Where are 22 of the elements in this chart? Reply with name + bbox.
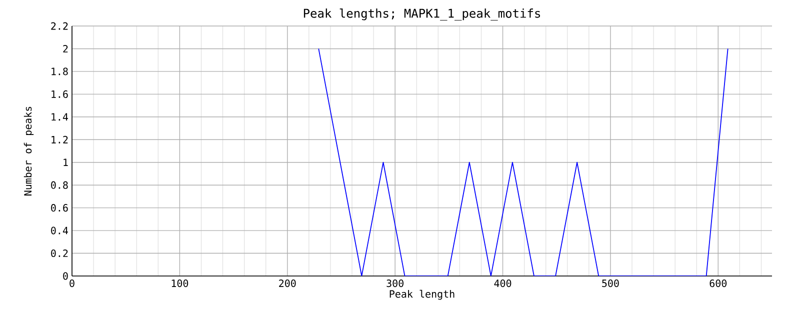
y-tick-label: 0.4 xyxy=(51,226,68,234)
y-tick-label: 0.8 xyxy=(51,181,68,189)
x-tick-label: 300 xyxy=(386,280,404,288)
y-tick-label: 0.2 xyxy=(51,249,68,258)
x-tick-label: 600 xyxy=(710,280,727,288)
x-tick-label: 500 xyxy=(602,280,619,288)
y-tick-label: 2 xyxy=(63,45,68,52)
x-tick-label: 100 xyxy=(172,280,188,288)
chart-title: Peak lengths; MAPK1_1_peak_motifs xyxy=(304,8,540,20)
y-tick-label: 2.2 xyxy=(51,22,68,30)
y-tick-label: 0.6 xyxy=(51,204,68,212)
y-axis-title: Number of peaks xyxy=(24,106,34,196)
y-tick-label: 1 xyxy=(64,158,68,166)
x-tick-label: 0 xyxy=(70,280,74,288)
x-tick-label: 200 xyxy=(279,280,296,288)
y-tick-label: 1.4 xyxy=(52,113,68,121)
y-tick-label: 1.6 xyxy=(52,90,68,98)
y-tick-label: 1.8 xyxy=(52,68,68,76)
y-tick-label: 1.2 xyxy=(52,136,68,144)
x-axis-title: Peak length xyxy=(390,290,454,300)
y-tick-label: 0 xyxy=(63,272,68,280)
x-tick-label: 400 xyxy=(494,280,512,288)
